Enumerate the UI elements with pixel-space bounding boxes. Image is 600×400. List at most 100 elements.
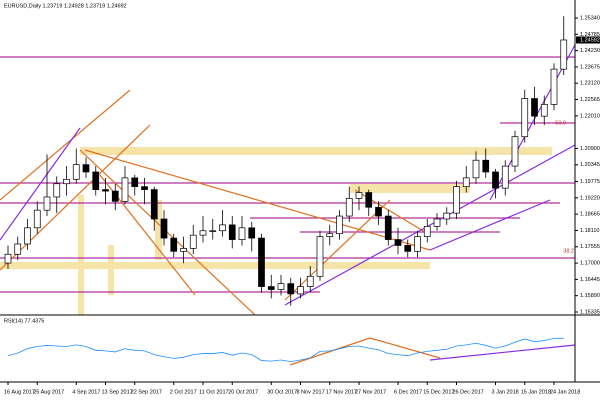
candle-body [121, 177, 129, 202]
rsi-trendline [289, 337, 371, 366]
fib-label: 38.2 [563, 248, 574, 254]
candle-body [72, 164, 80, 180]
candle-body [326, 233, 334, 237]
rsi-trendline [369, 337, 441, 359]
trendline [0, 89, 131, 201]
candle-body [375, 206, 382, 217]
rsi-line [7, 337, 564, 363]
candle-body [306, 275, 314, 287]
candle-body [199, 230, 207, 236]
candle-body [131, 177, 139, 188]
candle-body [394, 239, 402, 246]
candle-body [33, 209, 41, 229]
candle-body [180, 248, 187, 252]
x-tick-label: 6 Dec 2017 [394, 389, 422, 395]
zone [155, 200, 162, 260]
candle-body [24, 227, 31, 245]
zone [0, 262, 430, 269]
zone [78, 195, 84, 315]
y-tick-label: 1.16445 [580, 277, 600, 283]
candle-body [521, 98, 529, 138]
y-tick-label: 1.25340 [580, 15, 600, 21]
x-tick-label: 26 Dec 2017 [453, 389, 484, 395]
current-price-label: 1.24592 [580, 37, 600, 43]
y-tick-label: 1.20900 [580, 146, 600, 152]
x-tick-label: 3 Jan 2018 [492, 389, 519, 395]
candle-body [102, 189, 109, 192]
x-tick-label: 27 Nov 2017 [355, 389, 386, 395]
candle-body [384, 215, 392, 240]
y-tick-label: 1.15890 [580, 293, 600, 299]
drawings [0, 44, 576, 366]
candle-body [14, 243, 22, 255]
zone [350, 184, 470, 193]
candle-body [150, 189, 158, 220]
y-tick-label: 1.22010 [580, 113, 600, 119]
candle-body [560, 39, 568, 70]
candle-body [492, 171, 499, 189]
candle-body [219, 224, 226, 232]
candle-body [287, 283, 295, 295]
trendline [429, 199, 551, 251]
y-tick-label: 1.18110 [580, 228, 599, 234]
x-tick-label: 17 Nov 2017 [326, 389, 357, 395]
y-tick-label: 1.24785 [580, 32, 600, 38]
x-tick-label: 4 Sep 2017 [72, 389, 100, 395]
trendline [0, 127, 81, 241]
y-tick-label: 1.17555 [580, 244, 600, 250]
candle-body [345, 198, 353, 217]
candle-body [404, 245, 412, 252]
chart-title: EURUSD,Daily 1.23719 1.24928 1.23719 1.2… [4, 3, 127, 9]
y-tick-label: 1.24230 [580, 48, 600, 54]
x-tick-label: 15 Jan 2018 [521, 389, 551, 395]
x-tick-label: 2 Oct 2017 [170, 389, 197, 395]
candle-body [550, 68, 558, 105]
candle-body [92, 171, 100, 190]
candle-body [63, 178, 70, 185]
y-tick-label: 1.15335 [580, 309, 600, 315]
candle-body [277, 283, 285, 290]
candle-body [453, 186, 460, 214]
current-price-box [576, 36, 600, 44]
candle-body [414, 236, 421, 252]
candle-body [365, 192, 373, 208]
marks [4, 16, 568, 363]
trendline [79, 149, 256, 316]
x-tick-label: 13 Sep 2017 [102, 389, 133, 395]
candle-body [160, 218, 168, 239]
x-tick-label: 20 Oct 2017 [228, 389, 258, 395]
candle-body [316, 236, 324, 277]
y-tick-label: 1.19220 [580, 195, 600, 201]
x-tick-label: 25 Aug 2017 [33, 389, 64, 395]
rsi-title: RSI(14) 77.4375 [4, 318, 44, 324]
candle-body [267, 286, 275, 290]
trendline [0, 124, 151, 271]
candle-body [141, 186, 148, 190]
candle-body [297, 286, 304, 295]
x-tick-label: 15 Dec 2017 [423, 389, 454, 395]
y-tick-label: 1.23120 [580, 81, 600, 87]
x-tick-label: 30 Oct 2017 [267, 389, 297, 395]
candle-body [258, 237, 265, 287]
zone [108, 245, 114, 295]
candle-body [170, 237, 178, 252]
x-tick-label: 24 Jan 2018 [550, 389, 580, 395]
candle-body [423, 225, 431, 237]
candle-body [462, 177, 470, 188]
candle-body [53, 183, 61, 198]
candle-body [501, 165, 509, 189]
candle-body [111, 190, 119, 202]
candle-body [189, 234, 197, 249]
candle-body [433, 218, 441, 227]
y-tick-label: 1.20345 [580, 162, 600, 168]
candle-body [238, 227, 246, 240]
fib-label: 50.0 [555, 120, 566, 126]
candle-body [540, 104, 548, 117]
candle-body [209, 230, 217, 232]
candle-body [472, 159, 480, 179]
candle-body [531, 98, 538, 117]
y-tick-label: 1.18665 [580, 212, 600, 218]
candle-body [43, 196, 51, 211]
y-tick-label: 1.17000 [580, 261, 600, 267]
